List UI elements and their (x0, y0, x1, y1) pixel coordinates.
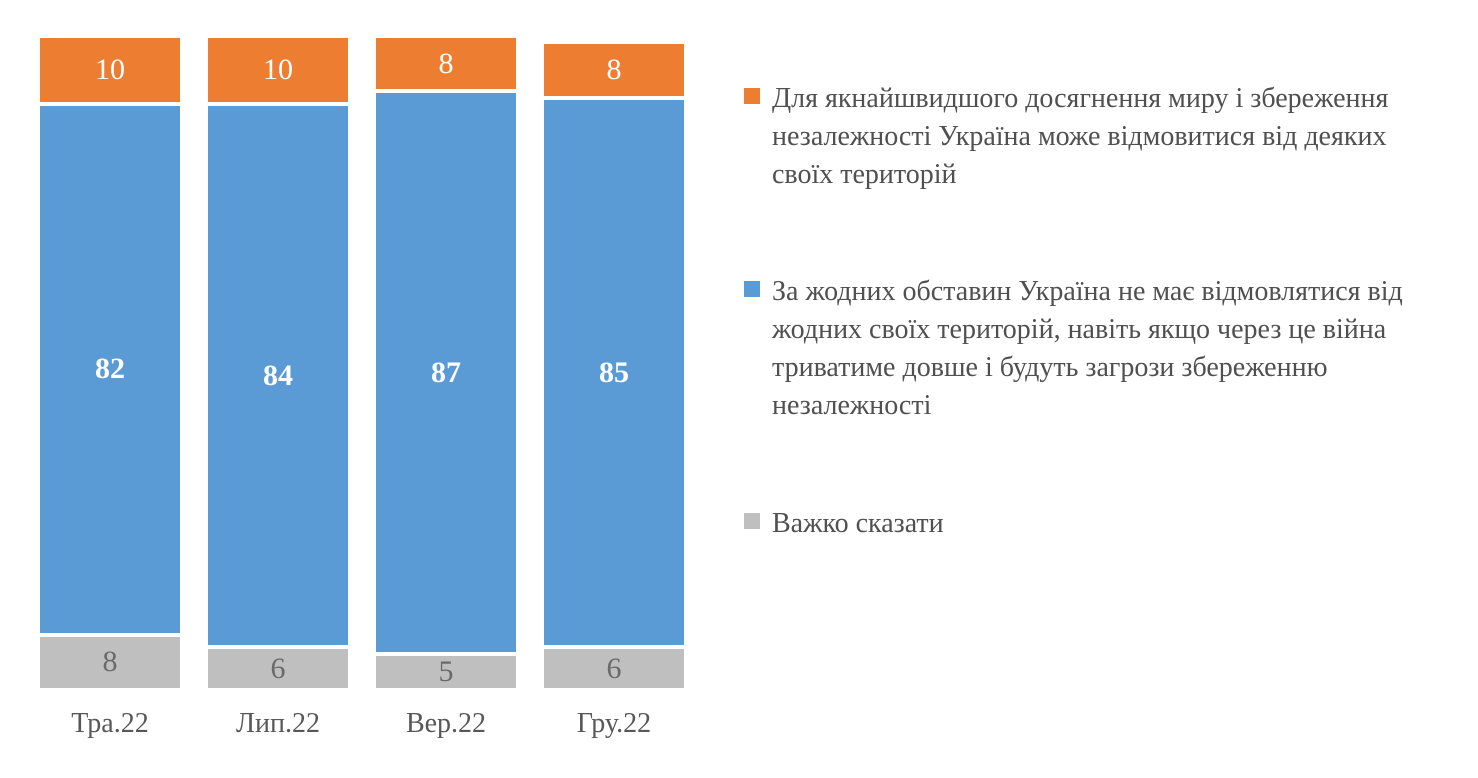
segment-value-label: 6 (271, 652, 286, 686)
segment-value-label: 10 (263, 53, 293, 87)
segment-value-label: 10 (95, 53, 125, 87)
bar-group: 10 84 6 Лип.22 (208, 38, 348, 740)
segment-value-label: 82 (95, 352, 125, 386)
bar-segment-hard_to_say: 6 (544, 649, 684, 688)
bar-segment-concessions: 8 (544, 44, 684, 95)
bar: 8 85 6 (544, 38, 684, 688)
bar-segment-concessions: 10 (208, 38, 348, 102)
bar-group: 8 85 6 Гру.22 (544, 38, 684, 740)
legend-item-concessions: Для якнайшвидшого досягнення миру і збер… (744, 80, 1438, 193)
x-axis-label: Тра.22 (71, 708, 148, 740)
bar-segment-no_concessions: 84 (208, 106, 348, 645)
legend-label: За жодних обставин Україна не має відмов… (772, 273, 1438, 424)
legend-marker (744, 88, 760, 104)
segment-value-label: 8 (439, 47, 454, 81)
segment-value-label: 84 (263, 359, 293, 393)
legend: Для якнайшвидшого досягнення миру і збер… (744, 20, 1438, 542)
x-axis-label: Вер.22 (406, 708, 486, 740)
segment-value-label: 5 (439, 655, 454, 689)
legend-item-no_concessions: За жодних обставин Україна не має відмов… (744, 273, 1438, 424)
bar-segment-concessions: 8 (376, 38, 516, 89)
legend-item-hard_to_say: Важко сказати (744, 505, 1438, 543)
segment-value-label: 85 (599, 356, 629, 390)
legend-label: Для якнайшвидшого досягнення миру і збер… (772, 80, 1438, 193)
bar-segment-no_concessions: 87 (376, 93, 516, 652)
bar-group: 10 82 8 Тра.22 (40, 38, 180, 740)
bar: 10 82 8 (40, 38, 180, 688)
bar: 10 84 6 (208, 38, 348, 688)
segment-value-label: 8 (103, 645, 118, 679)
bar-segment-hard_to_say: 5 (376, 656, 516, 688)
bar-group: 8 87 5 Вер.22 (376, 38, 516, 740)
x-axis-label: Гру.22 (577, 708, 651, 740)
x-axis-label: Лип.22 (236, 708, 320, 740)
segment-value-label: 8 (607, 53, 622, 87)
bar: 8 87 5 (376, 38, 516, 688)
bar-segment-no_concessions: 85 (544, 100, 684, 646)
bar-segment-concessions: 10 (40, 38, 180, 102)
chart-area: 10 82 8 Тра.22 10 84 6 Лип.22 8 87 5 Вер.22 8 85 6 Гру.… (40, 20, 684, 740)
legend-label: Важко сказати (772, 505, 944, 543)
bar-segment-no_concessions: 82 (40, 106, 180, 632)
legend-marker (744, 513, 760, 529)
segment-value-label: 87 (431, 356, 461, 390)
legend-marker (744, 281, 760, 297)
bar-segment-hard_to_say: 8 (40, 637, 180, 688)
bar-segment-hard_to_say: 6 (208, 649, 348, 688)
segment-value-label: 6 (607, 652, 622, 686)
